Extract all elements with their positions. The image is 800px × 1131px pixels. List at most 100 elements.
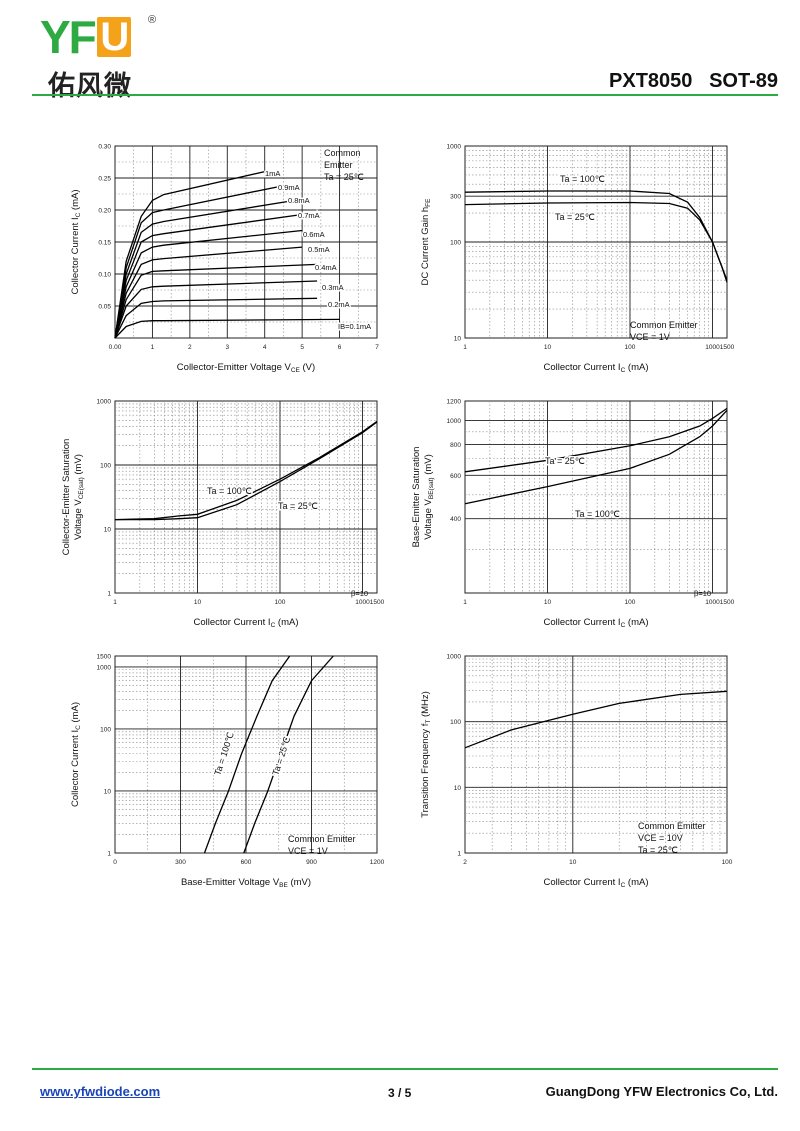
curve-label: 0.5mA	[308, 245, 330, 254]
curve-label: 0.4mA	[315, 263, 337, 272]
x-tick-label: 3	[225, 344, 229, 351]
y-tick-label: 1	[457, 851, 461, 858]
plot-frame	[464, 655, 728, 854]
series-label: Ta = 100℃	[207, 486, 252, 496]
major-grid	[115, 656, 377, 853]
x-tick-label: 100	[625, 599, 636, 606]
plot-frame	[114, 400, 378, 594]
x-tick-label: 5	[300, 344, 304, 351]
y-tick-label: 1200	[447, 399, 462, 406]
x-tick-label: 10	[544, 344, 552, 351]
page-number: 3 / 5	[388, 1086, 412, 1100]
y-tick-label: 100	[450, 240, 461, 247]
series-line-4	[114, 229, 303, 339]
x-tick-label: 0.00	[109, 344, 122, 351]
note-line: β=10	[694, 589, 711, 598]
x-tick-label: 0	[113, 859, 117, 866]
x-axis-label: Collector Current IC (mA)	[543, 877, 648, 889]
x-axis-label: Collector Current IC (mA)	[193, 617, 298, 629]
x-tick-label: 1	[113, 599, 117, 606]
x-tick-label: 1000	[705, 344, 720, 351]
website-link[interactable]: www.yfwdiode.com	[40, 1084, 161, 1099]
x-tick-label: 1	[463, 344, 467, 351]
note-line: Common Emitter	[638, 821, 706, 831]
series-line-1	[114, 185, 284, 339]
series-line-2	[114, 199, 295, 339]
note-line: Common	[324, 148, 361, 158]
y-tick-label: 0.05	[98, 304, 111, 311]
series-line-1	[464, 409, 728, 505]
y-axis-label: Collector Current IC (mA)	[70, 702, 82, 807]
series-label: Ta = 100℃	[560, 174, 605, 184]
y-tick-label: 0.25	[98, 176, 111, 183]
x-tick-label: 1500	[370, 599, 385, 606]
series-line-8	[114, 297, 318, 339]
y-tick-label: 1500	[97, 654, 112, 661]
x-tick-label: 1	[463, 599, 467, 606]
major-grid	[465, 146, 727, 338]
y-axis-label-line2: Voltage VBE(sat) (mV)	[423, 454, 435, 540]
note-line: Common Emitter	[630, 320, 698, 330]
note-line: VCE = 1V	[630, 332, 670, 342]
series-line-1	[464, 201, 728, 283]
logo: YF U ® 佑风微	[40, 14, 170, 102]
curve-label: 0.6mA	[303, 230, 325, 239]
y-tick-label: 300	[450, 194, 461, 201]
series-line-6	[114, 263, 318, 339]
curve-label: 0.9mA	[278, 183, 300, 192]
note-line: β=10	[351, 589, 368, 598]
series-label: Ta = 25℃	[545, 456, 585, 466]
logo-chinese-name: 佑风微	[48, 71, 132, 102]
chart-vbesat-vs-ic: 1 10 100 1000 150040060080010001200Collector…	[411, 399, 735, 630]
chart-ic-vs-vce: 0.00 1 2 3 4 5 6 7 0.05 0.10 0.15 0.20 0.25 0.30 Colle…	[70, 144, 379, 375]
y-tick-label: 1000	[97, 399, 112, 406]
chart-ft-vs-ic: 2 10 100 1 10 100 1000 Collector Current IC (mA…	[420, 654, 733, 890]
y-tick-label: 0.10	[98, 272, 111, 279]
y-tick-label: 10	[104, 527, 112, 534]
x-tick-label: 1500	[720, 599, 735, 606]
y-axis-label: Transition Frequency fT (MHz)	[420, 691, 432, 818]
plot-frame	[464, 400, 728, 594]
y-tick-label: 1	[107, 851, 111, 858]
part-number-title: PXT8050 SOT-89	[609, 70, 778, 92]
x-tick-label: 10	[569, 859, 577, 866]
y-tick-label: 1000	[447, 418, 462, 425]
y-tick-label: 400	[450, 516, 461, 523]
x-axis-label: Base-Emitter Voltage VBE (mV)	[181, 877, 311, 889]
header-divider	[32, 94, 778, 96]
y-axis-label: Base-Emitter Saturation	[411, 447, 422, 548]
y-axis-label-line2: Voltage VCE(sat) (mV)	[73, 454, 85, 540]
y-tick-label: 800	[450, 442, 461, 449]
x-tick-label: 2	[463, 859, 467, 866]
major-grid	[465, 656, 727, 853]
series-line-1	[243, 655, 334, 854]
y-tick-label: 0.15	[98, 240, 111, 247]
x-tick-label: 100	[625, 344, 636, 351]
series-line-7	[114, 280, 318, 339]
series-line-0	[464, 690, 728, 749]
y-tick-label: 0.20	[98, 208, 111, 215]
x-tick-label: 4	[263, 344, 267, 351]
y-axis-label: Collector-Emitter Saturation	[61, 439, 72, 556]
note-line: VCE = 10V	[638, 833, 683, 843]
curve-label: 0.8mA	[288, 196, 310, 205]
y-tick-label: 10	[454, 785, 462, 792]
x-tick-label: 100	[275, 599, 286, 606]
x-tick-label: 6	[338, 344, 342, 351]
y-tick-label: 1000	[447, 654, 462, 661]
x-tick-label: 300	[175, 859, 186, 866]
x-axis-label: Collector-Emitter Voltage VCE (V)	[177, 362, 315, 374]
x-tick-label: 100	[722, 859, 733, 866]
series-line-0	[464, 407, 728, 473]
curve-label: 0.2mA	[328, 300, 350, 309]
y-tick-label: 1	[107, 591, 111, 598]
series-label: Ta = 25℃	[555, 212, 595, 222]
x-tick-label: 600	[241, 859, 252, 866]
series-line-9	[114, 318, 340, 339]
x-tick-label: 900	[306, 859, 317, 866]
x-tick-label: 2	[188, 344, 192, 351]
x-tick-label: 10	[544, 599, 552, 606]
x-axis-label: Collector Current IC (mA)	[543, 617, 648, 629]
y-tick-label: 0.30	[98, 144, 111, 151]
